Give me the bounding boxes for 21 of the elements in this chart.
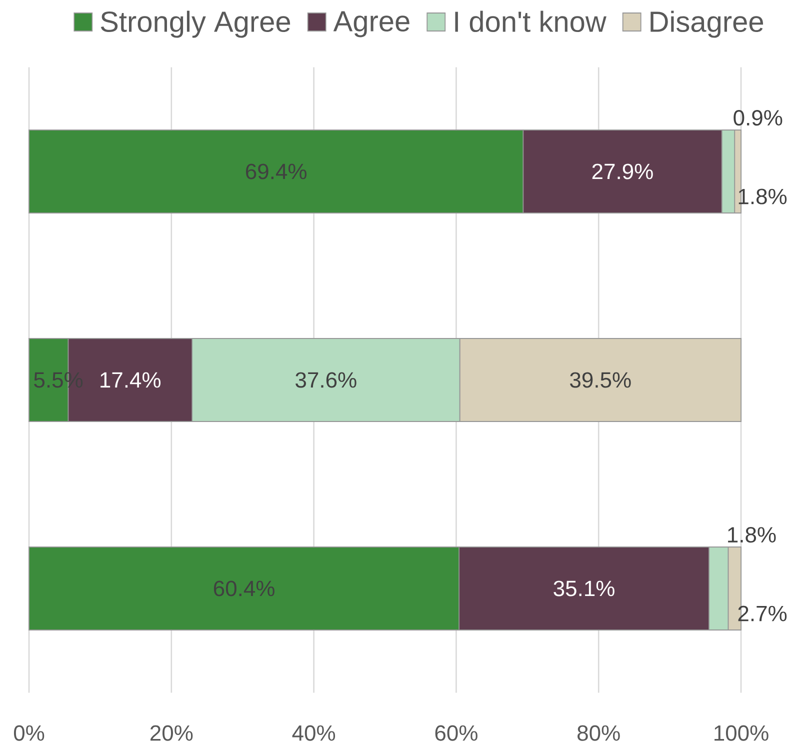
x-tick-label: 0% [14, 725, 44, 741]
legend-label: Disagree [650, 10, 764, 38]
x-tick-label: 20% [150, 725, 193, 741]
data-label: 2.7% [738, 606, 787, 622]
legend-label: Agree [333, 11, 410, 38]
data-label: 60.4% [214, 580, 274, 596]
data-label: 17.4% [100, 372, 161, 388]
data-label: 1.8% [728, 527, 776, 543]
data-label: 69.4% [246, 164, 306, 180]
legend-label: I don't know [455, 10, 606, 32]
data-label: 1.8% [738, 188, 787, 204]
data-label: 35.1% [554, 580, 614, 596]
data-label: 39.5% [570, 372, 631, 388]
x-tick-label: 40% [292, 725, 336, 741]
x-tick-label: 100% [714, 725, 768, 741]
legend-label: Strongly Agree [100, 10, 290, 38]
data-label: 27.9% [592, 164, 653, 180]
x-tick-label: 80% [578, 725, 620, 741]
x-tick-label: 60% [435, 725, 478, 741]
data-label: 0.9% [734, 110, 782, 126]
data-label: 37.6% [296, 372, 356, 388]
